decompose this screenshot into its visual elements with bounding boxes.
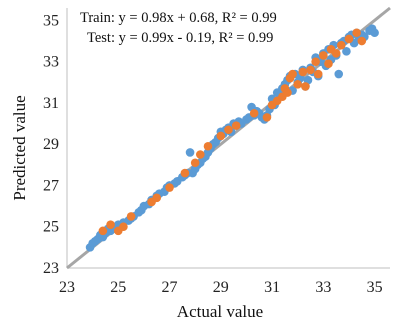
test-point xyxy=(231,121,241,130)
y-tick-label: 29 xyxy=(43,136,59,153)
y-tick-label: 27 xyxy=(43,177,59,194)
train-point xyxy=(370,28,379,38)
test-point xyxy=(203,141,213,151)
x-tick-label: 25 xyxy=(110,279,126,296)
train-point xyxy=(342,47,351,56)
test-point xyxy=(319,51,328,60)
test-point xyxy=(306,65,315,75)
test-point xyxy=(288,69,297,79)
y-tick-label: 35 xyxy=(43,12,59,29)
test-point xyxy=(119,222,128,232)
test-point xyxy=(126,212,136,221)
train-equation: Train: y = 0.98x + 0.68, R² = 0.99 xyxy=(80,10,277,26)
y-tick-label: 25 xyxy=(43,219,59,236)
test-point xyxy=(224,125,233,135)
test-point xyxy=(336,40,346,50)
train-point xyxy=(185,148,195,157)
test-point xyxy=(357,36,367,46)
x-tick-label: 27 xyxy=(162,279,178,296)
y-tick-label: 33 xyxy=(43,54,59,71)
test-point xyxy=(301,82,310,91)
test-point xyxy=(106,220,115,229)
test-point xyxy=(331,49,341,58)
test-point xyxy=(180,168,190,178)
test-point xyxy=(196,150,205,159)
y-axis-title: Predicted value xyxy=(10,95,29,200)
test-point xyxy=(311,57,320,66)
axes xyxy=(66,8,390,269)
x-tick-label: 31 xyxy=(264,279,280,296)
test-equation: Test: y = 0.99x - 0.19, R² = 0.99 xyxy=(87,30,273,46)
test-point xyxy=(152,193,162,203)
test-point xyxy=(352,28,361,38)
x-tick-label: 29 xyxy=(213,279,229,296)
test-point xyxy=(344,34,354,44)
test-point xyxy=(249,108,259,118)
test-point xyxy=(190,158,200,168)
test-point xyxy=(283,88,292,97)
x-axis-title: Actual value xyxy=(177,302,263,321)
y-tick-label: 23 xyxy=(43,260,59,277)
test-point xyxy=(293,80,303,89)
tick-labels: 23 25 27 29 31 33 35 23 25 27 29 31 33 35 xyxy=(43,12,383,296)
test-point xyxy=(313,69,323,79)
test-point xyxy=(262,113,272,122)
x-tick-label: 35 xyxy=(367,279,383,296)
x-tick-label: 33 xyxy=(315,279,331,296)
train-point xyxy=(334,69,344,79)
test-point xyxy=(324,59,333,69)
test-point xyxy=(165,183,174,192)
test-point xyxy=(98,226,108,236)
y-tick-label: 31 xyxy=(43,95,59,112)
x-tick-label: 23 xyxy=(59,279,75,296)
test-point xyxy=(298,67,308,77)
data-points xyxy=(85,24,379,252)
test-point xyxy=(216,131,226,141)
